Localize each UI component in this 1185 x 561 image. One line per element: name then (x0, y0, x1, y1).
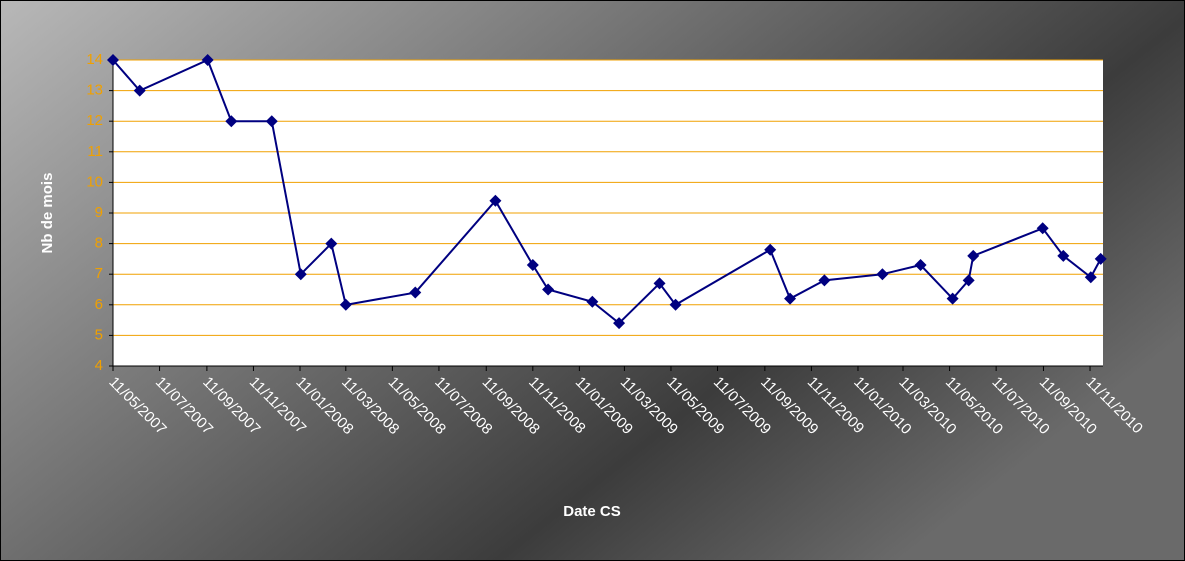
marker (225, 115, 238, 128)
marker (914, 259, 927, 272)
y-tick-label: 8 (95, 235, 103, 252)
marker (946, 292, 959, 305)
marker (409, 286, 422, 299)
marker (294, 268, 307, 281)
marker (107, 54, 119, 66)
marker (133, 84, 146, 97)
y-tick-label: 6 (95, 296, 103, 313)
x-axis-title: Date CS (563, 503, 621, 520)
marker (967, 249, 980, 262)
marker (1057, 249, 1070, 262)
marker (784, 292, 797, 305)
marker (653, 277, 666, 290)
y-tick-label: 14 (86, 51, 103, 68)
marker (489, 194, 502, 207)
marker (876, 268, 889, 281)
marker (1036, 222, 1049, 235)
marker (526, 259, 539, 272)
marker (962, 274, 975, 287)
marker (818, 274, 831, 287)
marker (669, 298, 682, 311)
marker (586, 295, 599, 308)
marker (1094, 252, 1107, 265)
marker (325, 237, 338, 250)
marker (201, 54, 214, 66)
y-tick-label: 4 (95, 357, 103, 374)
y-tick-label: 5 (95, 326, 103, 343)
line (112, 58, 1102, 325)
y-tick-label: 7 (95, 265, 103, 282)
marker (1084, 271, 1097, 284)
marker (542, 283, 555, 296)
y-tick-label: 13 (86, 82, 103, 99)
y-tick-label: 12 (86, 112, 103, 129)
marker (265, 115, 278, 128)
marker (339, 298, 352, 311)
y-tick-label: 9 (95, 204, 103, 221)
marker (764, 243, 777, 256)
y-axis-title: Nb de mois (39, 173, 56, 254)
y-tick-label: 11 (87, 143, 103, 160)
y-tick-label: 10 (86, 173, 103, 190)
marker (613, 317, 626, 330)
